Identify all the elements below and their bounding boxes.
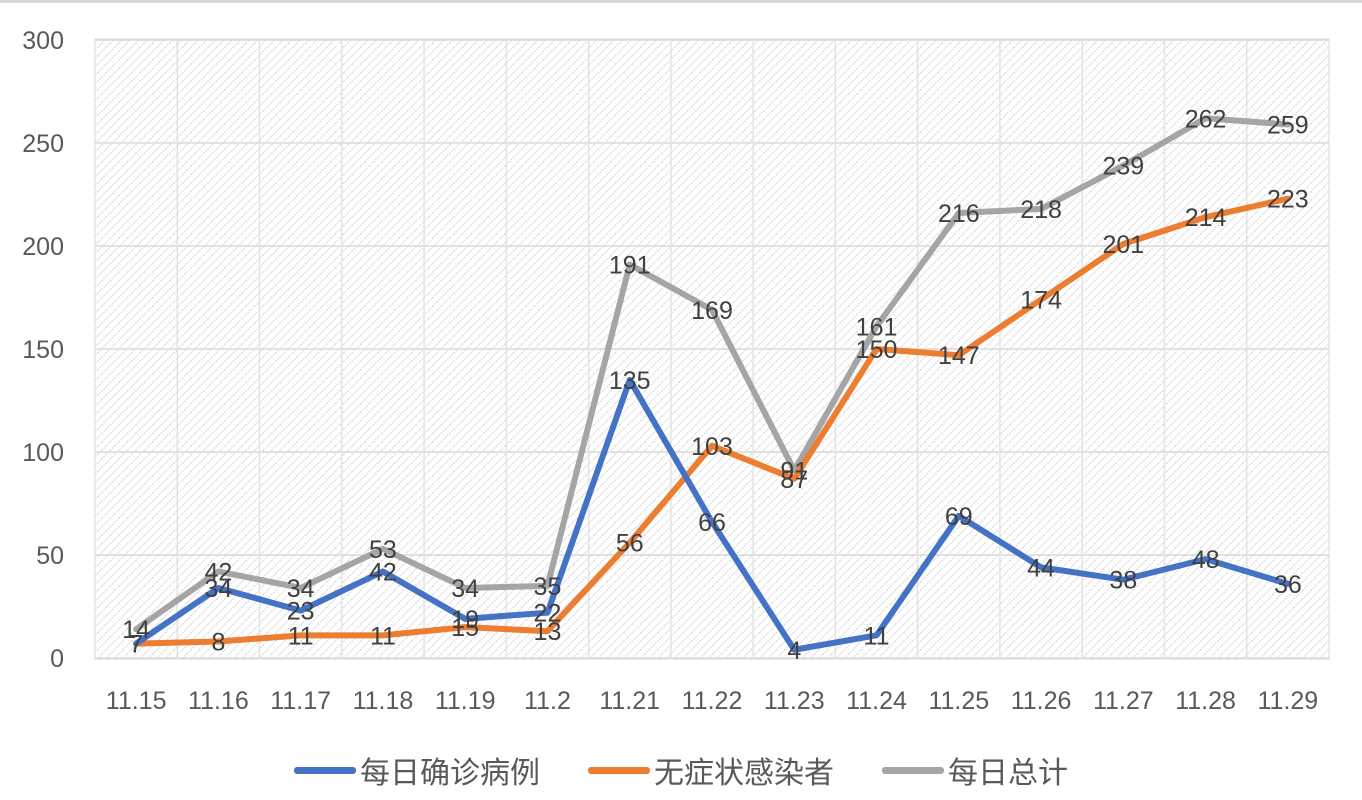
data-label: 56 (616, 530, 644, 558)
data-label: 42 (204, 558, 232, 586)
x-tick-label: 11.29 (1258, 687, 1319, 715)
x-tick-label: 11.22 (682, 687, 743, 715)
data-label: 34 (451, 575, 479, 603)
data-label: 36 (1274, 571, 1302, 599)
x-tick-label: 11.25 (928, 687, 989, 715)
legend-item: 每日总计 (882, 748, 1068, 792)
legend-label: 每日确诊病例 (360, 756, 540, 791)
data-label: 53 (369, 536, 397, 564)
x-tick-label: 11.21 (599, 687, 660, 715)
data-label: 135 (609, 367, 651, 395)
legend: 每日确诊病例 无症状感染者 每日总计 (0, 748, 1362, 792)
data-label: 218 (1020, 196, 1062, 224)
x-tick-label: 11.15 (106, 687, 167, 715)
data-label: 13 (534, 618, 562, 646)
legend-item: 每日确诊病例 (294, 748, 540, 792)
series-line (133, 115, 1291, 633)
data-label: 69 (945, 503, 973, 531)
data-label: 15 (451, 614, 479, 642)
data-label: 34 (204, 575, 232, 603)
data-label: 7 (129, 631, 143, 659)
data-label: 223 (1267, 186, 1309, 214)
x-tick-label: 11.28 (1175, 687, 1236, 715)
x-tick-label: 11.2 (524, 687, 571, 715)
data-label: 48 (1192, 546, 1220, 574)
data-label: 87 (780, 466, 808, 494)
data-label: 38 (1109, 567, 1137, 595)
data-label: 44 (1027, 554, 1055, 582)
x-tick-label: 11.24 (846, 687, 907, 715)
x-axis-labels: 11.15 11.16 11.17 11.18 11.19 11.2 11.21 11.22 1… (106, 687, 1318, 715)
data-label: 239 (1102, 153, 1144, 181)
y-tick-label: 150 (22, 336, 64, 364)
data-label: 214 (1185, 204, 1227, 232)
data-label: 216 (938, 200, 980, 228)
x-tick-label: 11.18 (353, 687, 414, 715)
data-label: 191 (609, 252, 651, 280)
data-label: 150 (856, 336, 898, 364)
y-tick-label: 250 (22, 130, 64, 158)
data-label: 147 (938, 342, 980, 370)
gridlines (95, 39, 1329, 659)
data-label: 7 (129, 631, 143, 659)
data-label: 259 (1267, 111, 1309, 139)
legend-line-icon (588, 766, 650, 774)
legend-line-icon (882, 766, 944, 774)
data-label: 11 (288, 622, 314, 650)
data-label: 34 (287, 575, 315, 603)
data-label: 161 (856, 313, 898, 341)
data-label: 23 (287, 598, 315, 626)
data-label: 19 (451, 606, 479, 634)
data-label: 4 (787, 637, 801, 665)
x-tick-label: 11.23 (764, 687, 825, 715)
x-tick-label: 11.16 (188, 687, 249, 715)
data-label: 8 (211, 629, 225, 657)
legend-label: 无症状感染者 (654, 756, 834, 791)
x-tick-label: 11.27 (1093, 687, 1154, 715)
legend-item: 无症状感染者 (588, 748, 834, 792)
series-line (133, 376, 1291, 653)
x-tick-label: 11.17 (270, 687, 331, 715)
y-axis-labels: 0 50 100 150 200 250 300 (22, 27, 64, 673)
data-label: 14 (122, 616, 150, 644)
x-tick-label: 11.19 (435, 687, 496, 715)
data-label: 22 (534, 600, 562, 628)
series-lines (133, 115, 1291, 653)
data-label: 201 (1102, 231, 1144, 259)
y-tick-label: 50 (36, 542, 64, 570)
legend-label: 每日总计 (948, 756, 1068, 791)
series-line (133, 195, 1291, 647)
data-label: 169 (691, 297, 733, 325)
legend-line-icon (294, 766, 356, 774)
top-border (0, 0, 1362, 3)
data-label: 35 (534, 573, 562, 601)
data-label: 174 (1020, 287, 1062, 315)
data-label: 66 (698, 509, 726, 537)
y-tick-label: 0 (50, 645, 64, 673)
x-tick-label: 11.26 (1011, 687, 1072, 715)
data-label: 262 (1185, 105, 1227, 133)
data-label: 91 (780, 458, 808, 486)
data-label: 103 (691, 433, 733, 461)
data-label: 11 (864, 622, 890, 650)
y-tick-label: 100 (22, 439, 64, 467)
y-tick-label: 200 (22, 233, 64, 261)
y-tick-label: 300 (22, 27, 64, 55)
data-label: 11 (370, 622, 396, 650)
data-label: 42 (369, 558, 397, 586)
